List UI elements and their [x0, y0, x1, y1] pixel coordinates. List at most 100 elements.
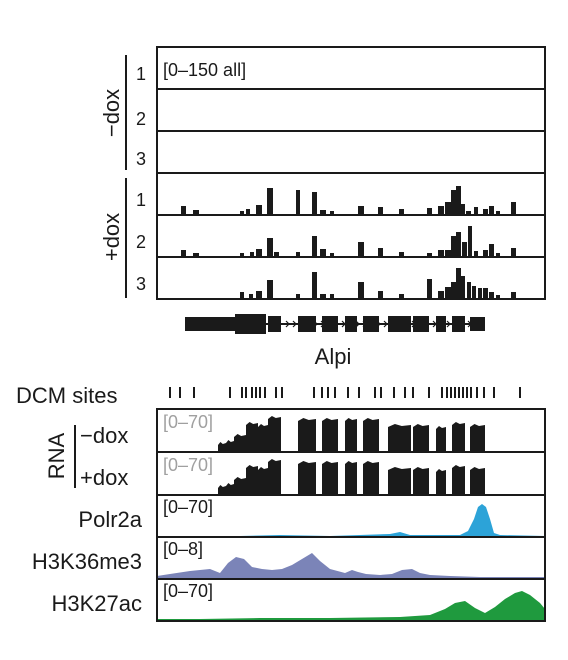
rna-signal-minus-dox	[218, 416, 485, 452]
methylation-bar	[246, 209, 250, 214]
rna-coverage-block	[268, 459, 281, 495]
methylation-bar	[312, 236, 317, 256]
dcm-sites-label: DCM sites	[16, 383, 117, 408]
rna-coverage-block	[234, 477, 246, 495]
track-frame	[156, 172, 546, 216]
rna-condition-label: +dox	[80, 465, 128, 490]
rna-range-label: [0–70]	[163, 455, 213, 475]
exon-block	[388, 316, 411, 332]
rna-panel: RNA −dox +dox [0–70] [0–70]	[44, 408, 546, 496]
methylation-bar	[489, 244, 494, 256]
methylation-bar	[193, 253, 199, 256]
methylation-bar	[461, 204, 465, 214]
methylation-bar	[312, 192, 317, 214]
methylation-bar	[483, 209, 488, 214]
rna-label: RNA	[44, 432, 69, 479]
methylation-bar	[267, 188, 273, 214]
methylation-bar	[274, 252, 279, 256]
methylation-bar	[320, 249, 326, 256]
methylation-bar	[511, 248, 516, 256]
replicate-number: 2	[136, 232, 146, 252]
rna-coverage-block	[388, 467, 411, 495]
methylation-bar	[267, 280, 273, 298]
rna-coverage-block	[345, 461, 357, 495]
methylation-bar	[256, 291, 262, 298]
rna-coverage-block	[470, 467, 485, 495]
track-frame	[156, 256, 546, 300]
chip-range-label: [0–70]	[163, 497, 213, 517]
rna-coverage-block	[226, 440, 234, 452]
intron-arrow	[446, 320, 451, 328]
replicate-number: 1	[136, 64, 146, 84]
methylation-bar	[256, 249, 262, 256]
methylation-bar	[378, 291, 383, 298]
exon-block	[470, 317, 485, 331]
dcm-sites-row: DCM sites	[16, 383, 521, 408]
rna-coverage-block	[322, 418, 338, 452]
methylation-bar	[483, 250, 488, 256]
methylation-bar	[427, 253, 432, 256]
exon-block	[436, 316, 446, 332]
methylation-bar	[451, 282, 456, 298]
rna-coverage-block	[298, 461, 316, 495]
exon-block	[185, 317, 235, 331]
exon-block	[235, 314, 266, 334]
gene-name: Alpi	[315, 344, 352, 369]
replicate-number: 3	[136, 274, 146, 294]
rna-coverage-block	[363, 418, 379, 452]
rna-coverage-block	[452, 422, 465, 452]
exon-block	[413, 316, 429, 332]
replicate-number: 1	[136, 190, 146, 210]
methylation-bar	[496, 295, 500, 298]
methylation-bar	[496, 211, 500, 214]
methylation-bar	[296, 252, 300, 256]
intron-arrow	[285, 320, 290, 328]
methylation-bar	[451, 236, 456, 256]
methylation-bar	[249, 294, 253, 298]
methylation-bar	[478, 288, 482, 298]
methylation-bar	[511, 202, 516, 214]
rna-coverage-block	[388, 424, 411, 452]
methylation-bar	[267, 238, 273, 256]
methylation-bar	[461, 276, 465, 298]
gene-model: Alpi	[185, 314, 485, 369]
methylation-bar	[468, 226, 472, 256]
methylation-bar	[474, 207, 478, 214]
methylation-bar	[483, 288, 488, 298]
rna-coverage-block	[258, 467, 268, 495]
methylation-bar	[438, 206, 444, 214]
rna-coverage-block	[246, 465, 258, 495]
methylation-bar	[399, 294, 404, 298]
rna-coverage-block	[218, 485, 226, 495]
methylation-bar	[378, 248, 383, 256]
methylation-bar	[466, 211, 471, 214]
intron-arrow	[292, 320, 297, 328]
rna-coverage-block	[322, 461, 338, 495]
methylation-bar	[489, 292, 494, 298]
rna-range-label: [0–70]	[163, 412, 213, 432]
exon-block	[345, 316, 357, 332]
chip-track-name: H3K27ac	[51, 591, 142, 616]
exon-block	[268, 316, 281, 332]
methylation-bars	[181, 186, 516, 298]
rna-coverage-block	[258, 424, 268, 452]
methylation-bar	[456, 268, 461, 298]
methylation-bar	[511, 292, 516, 298]
methylation-bar	[438, 250, 444, 256]
methylation-bar	[474, 251, 478, 256]
methylation-bar	[445, 250, 451, 256]
track-frame	[156, 88, 546, 132]
rna-coverage-block	[226, 483, 234, 495]
rna-signal-plus-dox	[218, 459, 485, 495]
methylation-bar	[358, 242, 364, 256]
dcm-site-ticks	[169, 387, 521, 398]
top-range-label: [0–150 all]	[163, 60, 246, 80]
methylation-bar	[467, 282, 471, 298]
rna-coverage-block	[452, 465, 465, 495]
gene-exons	[185, 314, 485, 334]
methylation-bar	[256, 205, 262, 214]
methylation-bar	[399, 209, 404, 214]
h3k27ac-signal	[157, 591, 545, 621]
rna-coverage-block	[298, 418, 316, 452]
methylation-bar	[358, 282, 364, 298]
